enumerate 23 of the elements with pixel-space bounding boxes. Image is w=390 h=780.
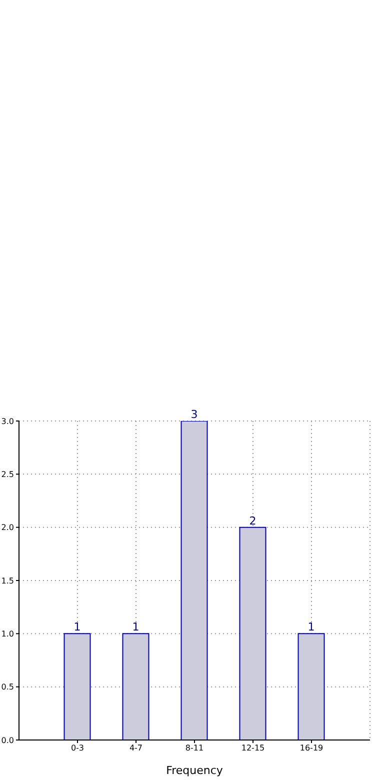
y-tick-label: 0.0 [1, 736, 14, 745]
data-label: 2 [249, 514, 256, 528]
x-axis-title: Frequency [166, 764, 224, 777]
bar [122, 633, 150, 740]
x-tick-label: 4-7 [129, 744, 143, 753]
y-tick-label: 2.5 [1, 470, 14, 480]
data-label: 1 [132, 620, 140, 634]
x-tick-label: 8-11 [185, 744, 204, 753]
y-tick-label: 2.0 [1, 523, 14, 532]
y-tick-label: 0.5 [1, 682, 14, 692]
y-tick-label: 1.0 [1, 630, 14, 639]
bar [239, 526, 266, 740]
x-tick-label: 12-15 [241, 744, 265, 753]
data-label: 1 [308, 620, 315, 634]
x-tick-label: 0-3 [70, 744, 84, 753]
x-tick-label: 16-19 [300, 744, 324, 753]
bar [64, 633, 91, 740]
y-tick-label: 3.0 [1, 416, 14, 426]
bar [180, 421, 208, 740]
y-tick-label: 1.5 [1, 576, 14, 586]
data-label: 1 [74, 620, 81, 634]
bar [298, 633, 325, 740]
data-label: 3 [190, 408, 198, 421]
